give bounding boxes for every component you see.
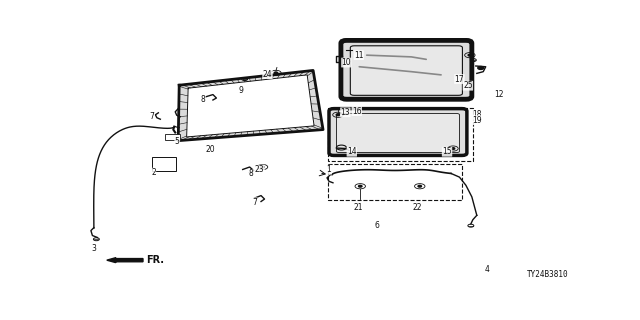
- Circle shape: [478, 67, 484, 69]
- FancyBboxPatch shape: [337, 114, 460, 153]
- Text: 25: 25: [463, 81, 473, 90]
- Circle shape: [418, 185, 422, 187]
- Circle shape: [274, 72, 278, 74]
- Bar: [328, 108, 473, 161]
- Text: 16: 16: [352, 107, 362, 116]
- Text: 11: 11: [354, 51, 364, 60]
- Text: 10: 10: [342, 58, 351, 67]
- Text: 15: 15: [442, 147, 452, 156]
- Text: 13: 13: [340, 108, 350, 117]
- Text: 14: 14: [347, 147, 356, 156]
- Text: 7: 7: [150, 111, 154, 121]
- Text: 24: 24: [262, 70, 272, 79]
- Text: 8: 8: [249, 169, 253, 179]
- Text: 22: 22: [413, 204, 422, 212]
- Text: 3: 3: [92, 244, 97, 253]
- Text: 12: 12: [494, 90, 504, 99]
- Bar: [328, 164, 462, 200]
- Circle shape: [260, 166, 264, 168]
- Bar: [152, 157, 176, 172]
- Text: 18: 18: [472, 110, 481, 119]
- Text: TY24B3810: TY24B3810: [527, 270, 568, 279]
- Text: 20: 20: [205, 145, 215, 154]
- Circle shape: [358, 185, 362, 187]
- FancyArrow shape: [107, 258, 143, 263]
- Polygon shape: [187, 75, 314, 137]
- Bar: [165, 134, 180, 140]
- Text: 4: 4: [484, 265, 489, 274]
- Text: 5: 5: [175, 137, 180, 146]
- FancyBboxPatch shape: [350, 46, 463, 95]
- Circle shape: [451, 148, 455, 149]
- Text: 6: 6: [374, 221, 379, 230]
- Circle shape: [336, 114, 340, 116]
- Text: FR.: FR.: [146, 255, 164, 265]
- Text: 21: 21: [353, 204, 362, 212]
- Circle shape: [468, 54, 472, 56]
- Text: 9: 9: [239, 86, 244, 95]
- FancyBboxPatch shape: [329, 108, 467, 156]
- Polygon shape: [178, 70, 323, 141]
- Text: 1: 1: [326, 165, 332, 174]
- FancyBboxPatch shape: [341, 40, 472, 99]
- Text: 17: 17: [454, 75, 464, 84]
- Text: 19: 19: [472, 116, 482, 125]
- Text: 2: 2: [151, 168, 156, 177]
- Text: 8: 8: [200, 95, 205, 104]
- Text: 7: 7: [252, 198, 257, 207]
- Text: 23: 23: [255, 165, 264, 174]
